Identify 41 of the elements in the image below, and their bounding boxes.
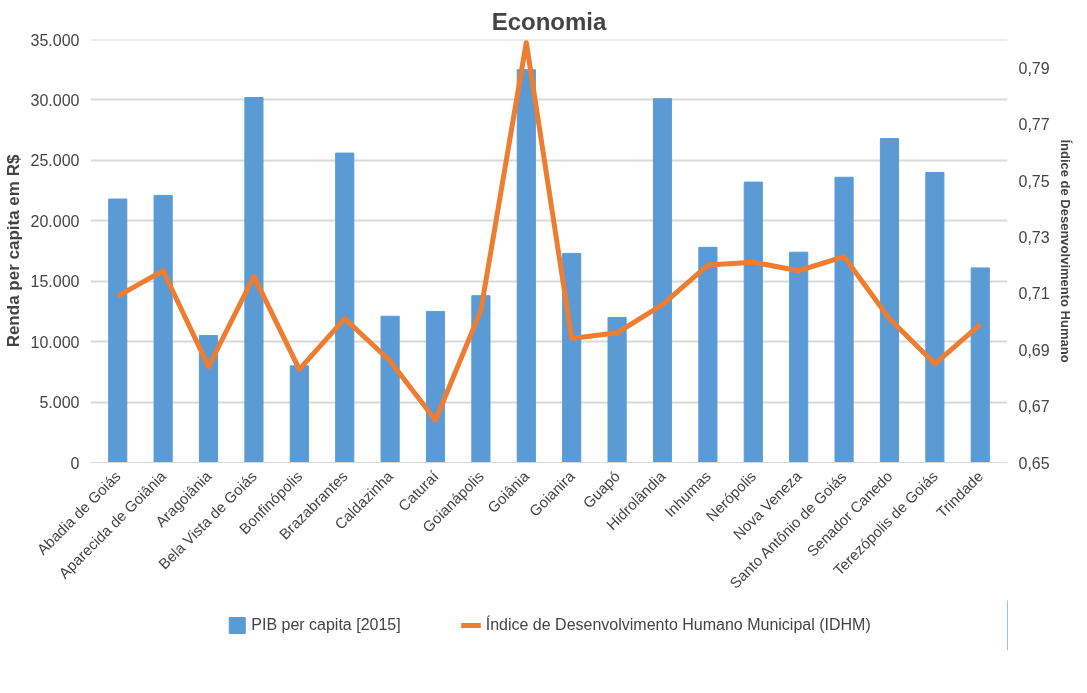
bar (244, 97, 264, 463)
y2-tick-label: 0,65 (1018, 454, 1050, 472)
y-tick-label: 10.000 (30, 333, 80, 351)
y2-tick-label: 0,69 (1018, 341, 1050, 359)
bar (834, 176, 854, 463)
bar (153, 194, 173, 463)
y-tick-label: 20.000 (30, 212, 80, 230)
y2-tick-label: 0,73 (1018, 228, 1050, 246)
bar (425, 310, 446, 463)
y-tick-label: 25.000 (30, 152, 80, 170)
y2-tick-label: 0,79 (1018, 59, 1050, 77)
y-tick-label: 0 (70, 454, 80, 472)
chart-title: Economia (491, 7, 607, 35)
y-axis-title: Renda per capita em R$ (3, 154, 23, 348)
bar (562, 252, 582, 463)
bar (970, 267, 990, 463)
y2-tick-label: 0,77 (1018, 116, 1050, 134)
bar (925, 171, 945, 463)
legend-label: PIB per capita [2015] (251, 616, 401, 634)
bar (879, 138, 900, 463)
bar (652, 98, 673, 463)
y2-axis-title: Índice de Desenvolvimento Humano (1057, 139, 1073, 363)
y-tick-label: 30.000 (30, 91, 80, 109)
y-tick-label: 5.000 (39, 394, 80, 412)
bar (516, 69, 536, 463)
y2-tick-label: 0,71 (1018, 285, 1050, 303)
bar (335, 152, 355, 463)
y2-tick-label: 0,75 (1018, 172, 1050, 190)
bar (289, 365, 309, 463)
bar (471, 295, 491, 463)
bar (108, 198, 128, 463)
bar (743, 181, 763, 463)
bar (380, 315, 400, 463)
bar (198, 335, 219, 463)
bar (698, 246, 718, 463)
y2-tick-label: 0,67 (1018, 398, 1050, 416)
legend-label: Índice de Desenvolvimento Humano Municipal (IDHM) (485, 616, 871, 634)
y-tick-label: 35.000 (30, 31, 80, 49)
y-tick-label: 15.000 (30, 273, 80, 291)
bar (789, 251, 809, 463)
bar (607, 316, 627, 463)
